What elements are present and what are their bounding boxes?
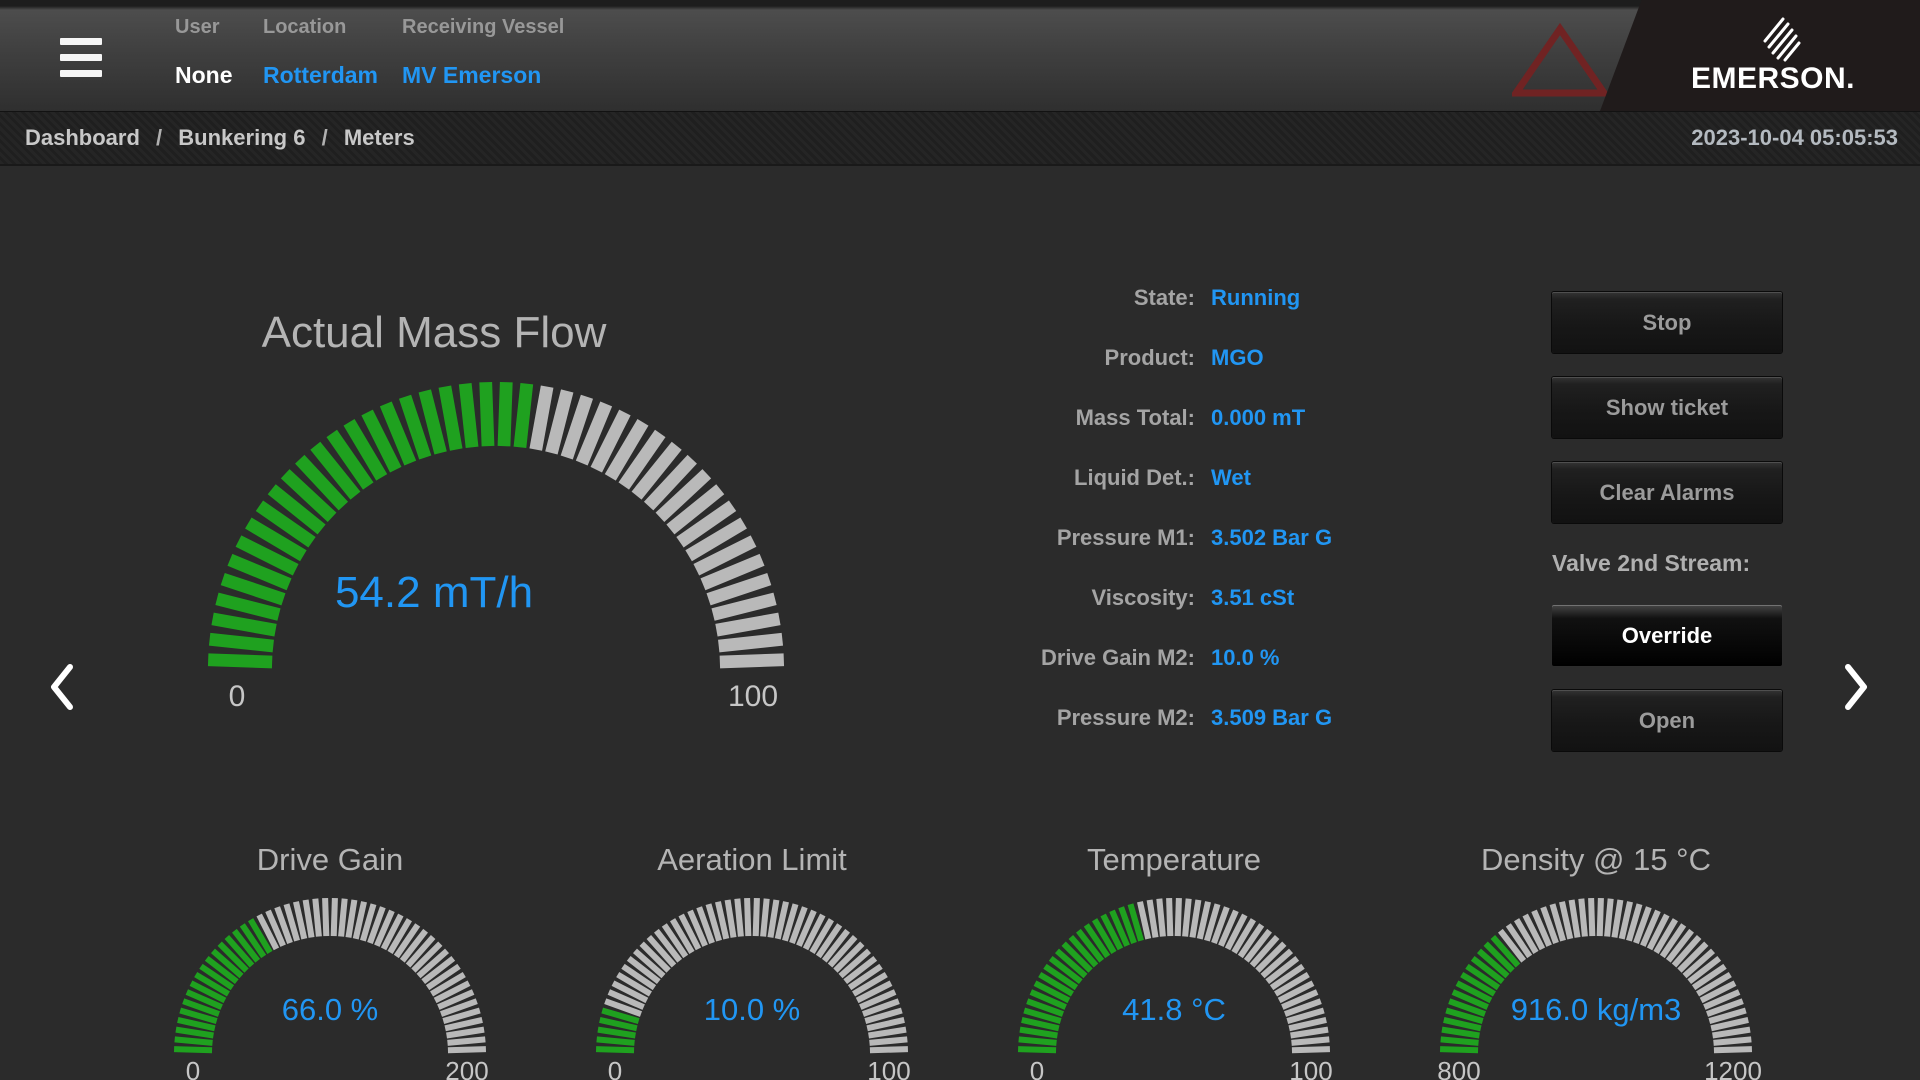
status-row-pressure-m1: Pressure M1: 3.502 Bar G <box>890 508 1450 568</box>
breadcrumb-separator: / <box>321 125 328 150</box>
status-value: 3.51 cSt <box>1211 585 1295 610</box>
gauge-max-label: 100 <box>1289 1056 1333 1080</box>
breadcrumb-bunkering-6[interactable]: Bunkering 6 <box>178 125 306 150</box>
receiving-vessel-label: Receiving Vessel <box>402 16 565 38</box>
status-label: Drive Gain M2: <box>1040 645 1195 670</box>
gauge-arc <box>207 381 785 669</box>
gauge-drive-gain: Drive Gain 66.0 % 0 200 <box>165 842 495 1080</box>
status-row-mass-total: Mass Total: 0.000 mT <box>890 388 1450 448</box>
gauge-arc <box>1439 897 1753 1054</box>
gauge-value: 54.2 mT/h <box>334 568 534 617</box>
gauge-max-label: 100 <box>867 1056 911 1080</box>
gauge-min-label: 0 <box>228 680 246 713</box>
status-label: Viscosity: <box>1091 585 1195 610</box>
gauge-title: Temperature <box>1086 842 1262 877</box>
gauge-arc <box>595 897 909 1054</box>
clear-alarms-button[interactable]: Clear Alarms <box>1552 462 1782 523</box>
status-value: MGO <box>1211 345 1264 370</box>
gauge-title: Aeration Limit <box>657 842 847 877</box>
status-label: Liquid Det.: <box>1074 465 1195 490</box>
previous-page-chevron-icon[interactable] <box>44 662 80 712</box>
status-label: Mass Total: <box>1075 405 1195 430</box>
gauge-temperature: Temperature 41.8 °C 0 100 <box>1009 842 1339 1080</box>
status-row-state: State: Running <box>890 268 1450 328</box>
show-ticket-button[interactable]: Show ticket <box>1552 377 1782 438</box>
location-value[interactable]: Rotterdam <box>263 62 379 88</box>
gauge-value: 10.0 % <box>703 992 801 1027</box>
gauge-arc <box>1017 897 1331 1054</box>
status-label: Pressure M1: <box>1056 525 1195 550</box>
gauge-title: Actual Mass Flow <box>261 308 607 357</box>
status-label: Pressure M2: <box>1056 705 1195 730</box>
emerson-scribble-icon <box>1763 17 1801 62</box>
status-value: Running <box>1211 285 1301 310</box>
header-bar: User None Location Rotterdam Receiving V… <box>0 0 1920 112</box>
clock-timestamp: 2023-10-04 05:05:53 <box>1691 125 1898 150</box>
gauge-value: 916.0 kg/m3 <box>1510 992 1682 1027</box>
gauge-max-label: 200 <box>445 1056 489 1080</box>
gauge-value: 66.0 % <box>281 992 379 1027</box>
gauge-title: Density @ 15 °C <box>1481 842 1711 877</box>
status-row-product: Product: MGO <box>890 328 1450 388</box>
gauge-actual-mass-flow: Actual Mass Flow 54.2 mT/h 0 100 <box>186 308 806 738</box>
alarm-warning-triangle-icon[interactable] <box>1512 22 1608 100</box>
breadcrumb-separator: / <box>156 125 163 150</box>
status-label: State: <box>1133 285 1195 310</box>
gauge-value: 41.8 °C <box>1122 992 1226 1027</box>
breadcrumb-bar: Dashboard / Bunkering 6 / Meters 2023-10… <box>0 112 1920 166</box>
gauge-aeration-limit: Aeration Limit 10.0 % 0 100 <box>587 842 917 1080</box>
user-value: None <box>175 62 233 88</box>
gauge-title: Drive Gain <box>256 842 404 877</box>
status-value: 10.0 % <box>1211 645 1280 670</box>
gauge-max-label: 1200 <box>1704 1056 1762 1080</box>
status-value: 3.502 Bar G <box>1211 525 1333 550</box>
status-value: 3.509 Bar G <box>1211 705 1333 730</box>
brand-corner: EMERSON. <box>1600 0 1920 111</box>
breadcrumb-meters: Meters <box>343 125 415 150</box>
status-row-viscosity: Viscosity: 3.51 cSt <box>890 568 1450 628</box>
gauge-min-label: 0 <box>1029 1056 1045 1080</box>
stop-button[interactable]: Stop <box>1552 292 1782 353</box>
meter-status-panel: State: Running Product: MGO Mass Total: … <box>890 268 1450 748</box>
status-row-liquid-det: Liquid Det.: Wet <box>890 448 1450 508</box>
gauge-min-label: 0 <box>607 1056 623 1080</box>
gauge-density: Density @ 15 °C 916.0 kg/m3 800 1200 <box>1431 842 1762 1080</box>
status-value: Wet <box>1211 465 1251 490</box>
valve-open-button[interactable]: Open <box>1552 690 1782 751</box>
gauge-min-label: 0 <box>185 1056 201 1080</box>
receiving-vessel-value[interactable]: MV Emerson <box>402 62 542 88</box>
status-label: Product: <box>1104 345 1195 370</box>
location-label: Location <box>263 16 347 38</box>
emerson-logo: EMERSON. <box>1690 62 1856 95</box>
valve-2nd-stream-label: Valve 2nd Stream: <box>1552 550 1751 576</box>
gauge-min-label: 800 <box>1437 1056 1481 1080</box>
gauge-max-label: 100 <box>727 680 779 713</box>
breadcrumb: Dashboard / Bunkering 6 / Meters <box>25 112 415 164</box>
valve-override-button[interactable]: Override <box>1552 605 1782 666</box>
menu-hamburger-icon[interactable] <box>60 38 104 78</box>
status-row-pressure-m2: Pressure M2: 3.509 Bar G <box>890 688 1450 748</box>
next-page-chevron-icon[interactable] <box>1838 662 1874 712</box>
user-label: User <box>175 16 220 38</box>
breadcrumb-dashboard[interactable]: Dashboard <box>25 125 140 150</box>
status-value: 0.000 mT <box>1211 405 1306 430</box>
status-row-drive-gain-m2: Drive Gain M2: 10.0 % <box>890 628 1450 688</box>
gauge-arc <box>173 897 487 1054</box>
